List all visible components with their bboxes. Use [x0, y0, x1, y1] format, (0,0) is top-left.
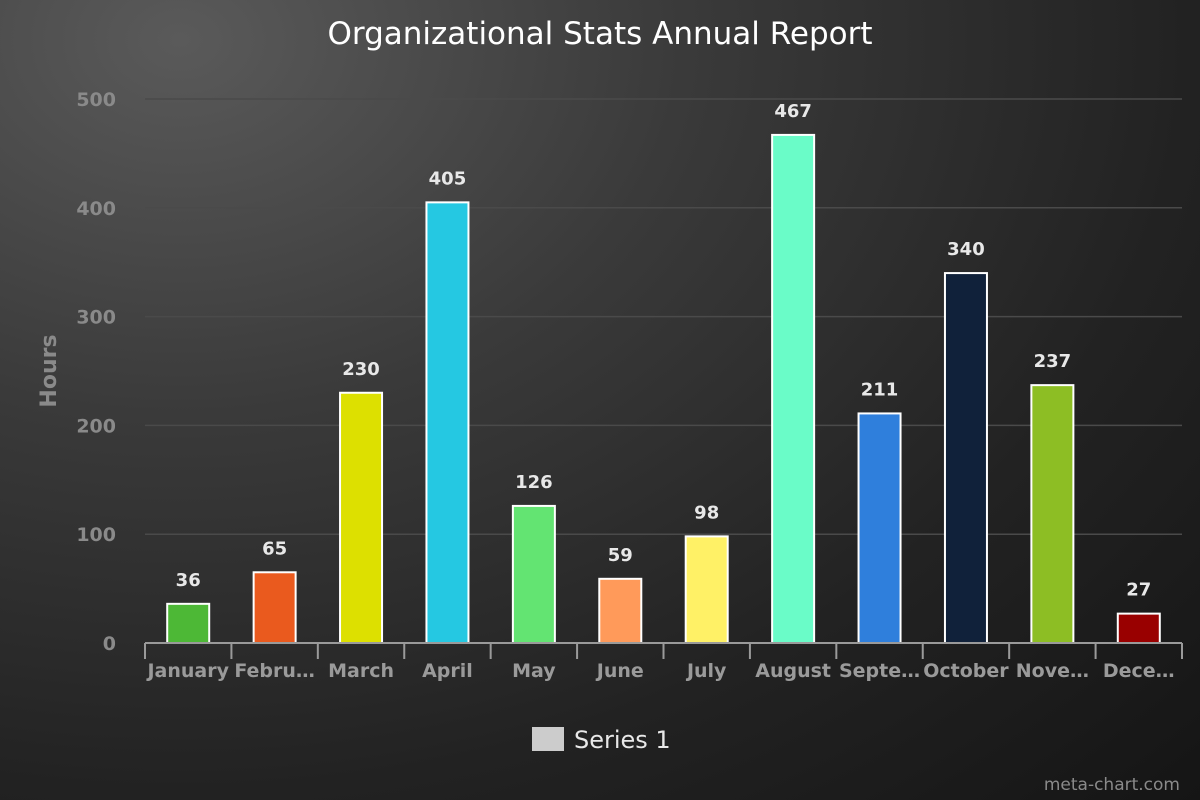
bar[interactable]	[425, 201, 470, 645]
x-tick-label: October	[923, 660, 1009, 682]
bars: 36 65 230 405 126 59 98 467 211 340 237 27	[166, 101, 1161, 645]
bar[interactable]	[943, 272, 988, 644]
x-tick-label: June	[595, 660, 644, 682]
data-label: 340	[947, 239, 985, 260]
y-tick-label: 400	[76, 198, 116, 220]
y-tick-label: 300	[76, 307, 116, 329]
bar[interactable]	[771, 133, 816, 645]
y-tick-label: 0	[103, 633, 116, 655]
x-tick-label: July	[685, 660, 727, 682]
x-tick-label: Nove…	[1016, 660, 1089, 682]
x-tick-label: August	[755, 660, 831, 682]
y-tick-label: 500	[76, 89, 116, 111]
y-tick-label: 200	[76, 415, 116, 437]
bar[interactable]	[511, 504, 556, 644]
x-axis: January Febru… March April May June July August…	[144, 642, 1183, 682]
bar[interactable]	[1030, 384, 1075, 644]
legend-swatch	[532, 727, 564, 751]
legend[interactable]: Series 1	[532, 726, 671, 754]
x-tick-label: Dece…	[1103, 660, 1175, 682]
data-label: 98	[694, 502, 719, 523]
bar[interactable]	[166, 602, 211, 644]
bar[interactable]	[684, 535, 729, 644]
data-label: 59	[608, 545, 633, 566]
x-tick-label: January	[145, 660, 229, 682]
data-label: 237	[1034, 351, 1072, 372]
bar[interactable]	[339, 391, 384, 645]
x-tick-label: March	[328, 660, 394, 682]
bar[interactable]	[598, 577, 643, 644]
bar[interactable]	[857, 412, 902, 644]
data-label: 211	[861, 379, 899, 400]
x-tick-label: April	[422, 660, 473, 682]
x-tick-label: May	[512, 660, 556, 682]
credit-link[interactable]: meta-chart.com	[1044, 775, 1180, 795]
data-label: 65	[262, 538, 287, 559]
y-axis-label: Hours	[37, 334, 62, 407]
chart-title: Organizational Stats Annual Report	[327, 16, 872, 52]
legend-label: Series 1	[574, 726, 671, 754]
bar[interactable]	[252, 571, 297, 645]
data-label: 36	[176, 570, 201, 591]
gridlines: 0 100 200 300 400 500	[76, 89, 1182, 655]
data-label: 467	[774, 101, 812, 122]
y-tick-label: 100	[76, 524, 116, 546]
data-label: 405	[429, 168, 467, 189]
data-label: 230	[342, 359, 380, 380]
data-label: 126	[515, 472, 553, 493]
x-tick-label: Febru…	[234, 660, 315, 682]
data-label: 27	[1126, 580, 1151, 601]
bar[interactable]	[1116, 612, 1161, 645]
x-tick-label: Septe…	[839, 660, 920, 682]
